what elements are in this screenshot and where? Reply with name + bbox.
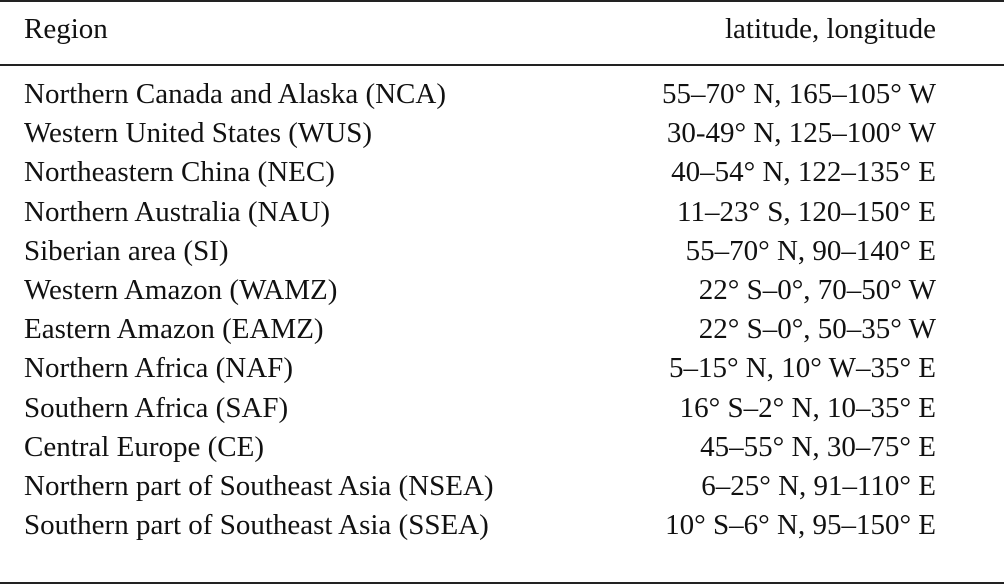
table-cell: Northern Canada and Alaska (NCA) [24,78,446,110]
top-rule [0,0,1004,2]
table-row: Western Amazon (WAMZ) 22° S–0°, 70–50° W [0,275,1004,306]
table-cell: 11–23° S, 120–150° E [677,195,936,228]
table-cell: 10° S–6° N, 95–150° E [665,509,936,542]
table-row: Southern Africa (SAF) 16° S–2° N, 10–35° … [0,391,1004,424]
table-cell: Northern part of Southeast Asia (NSEA) [24,470,494,502]
table-cell: Southern Africa (SAF) [24,391,289,424]
table-cell: 30-49° N, 125–100° W [666,117,936,150]
bottom-rule [0,582,1004,584]
table-row: Central Europe (CE) 45–55° N, 30–75° E [0,430,1004,463]
table-cell: Northeastern China (NEC) [24,156,335,189]
table-cell: 16° S–2° N, 10–35° E [679,391,936,424]
table-row: Siberian area (SI) 55–70° N, 90–140° E [0,234,1004,267]
header-cell: latitude, longitude [724,13,936,45]
table-cell: 22° S–0°, 50–35° W [698,313,936,346]
table-cell: Southern part of Southeast Asia (SSEA) [24,509,489,542]
table-row: Northern Africa (NAF) 5–15° N, 10° W–35° … [0,353,1004,384]
table-cell: Western Amazon (WAMZ) [24,274,338,306]
table-row: Northern part of Southeast Asia (NSEA) 6–… [0,471,1004,502]
table-cell: 22° S–0°, 70–50° W [698,274,936,306]
table-cell: Eastern Amazon (EAMZ) [24,313,324,346]
table-cell: 5–15° N, 10° W–35° E [668,352,936,385]
table-cell: 6–25° N, 91–110° E [701,470,936,502]
header-cell: Region [24,13,108,45]
table-cell: Central Europe (CE) [24,430,264,463]
table-cell: 55–70° N, 90–140° E [685,234,936,267]
mid-rule [0,64,1004,66]
table-row: Southern part of Southeast Asia (SSEA) 10… [0,510,1004,541]
table-row: Northeastern China (NEC) 40–54° N, 122–13… [0,157,1004,188]
table-row: Northern Australia (NAU) 11–23° S, 120–15… [0,195,1004,228]
table-row: Northern Canada and Alaska (NCA) 55–70° N… [0,79,1004,110]
table-row: Western United States (WUS) 30-49° N, 125… [0,118,1004,149]
table-cell: Siberian area (SI) [24,234,229,267]
header-row: Region latitude, longitude [0,14,1004,45]
table-cell: Western United States (WUS) [24,117,372,150]
table-cell: Northern Australia (NAU) [24,195,331,228]
table-cell: Northern Africa (NAF) [24,352,293,385]
table-row: Eastern Amazon (EAMZ) 22° S–0°, 50–35° W [0,314,1004,345]
table-cell: 55–70° N, 165–105° W [662,78,936,110]
table-cell: 45–55° N, 30–75° E [700,430,936,463]
table-cell: 40–54° N, 122–135° E [671,156,936,189]
